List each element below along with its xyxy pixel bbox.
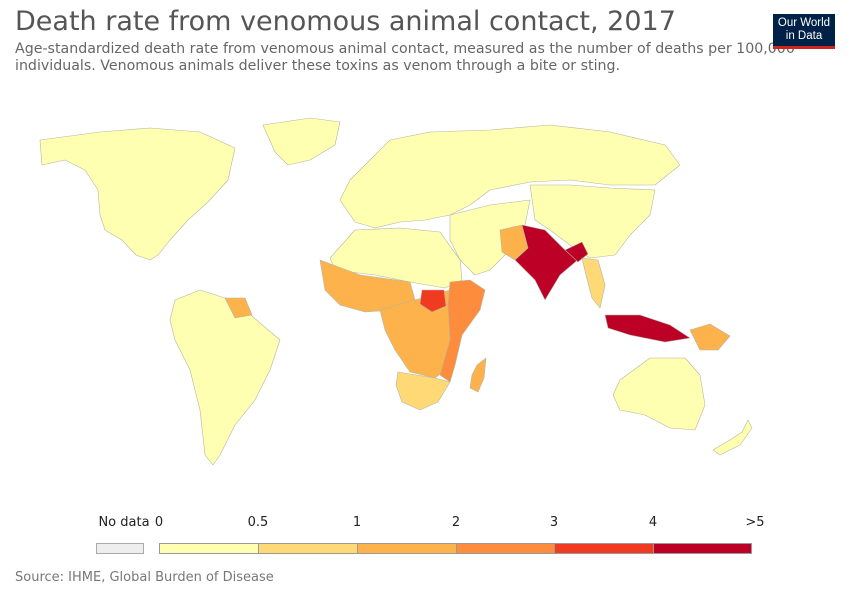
legend-tick-2: 1 bbox=[352, 515, 362, 530]
region-east-africa[interactable] bbox=[439, 279, 486, 383]
region-australia[interactable] bbox=[612, 357, 706, 431]
legend-no-data-swatch bbox=[96, 543, 144, 554]
region-europe-russia[interactable] bbox=[339, 124, 681, 229]
legend-swatch-5[interactable] bbox=[653, 543, 752, 554]
region-papua-new-guinea[interactable] bbox=[689, 323, 731, 351]
region-india[interactable] bbox=[514, 224, 581, 301]
region-southern-africa[interactable] bbox=[395, 371, 451, 411]
legend-tick-5: 4 bbox=[648, 515, 658, 530]
region-north-america[interactable] bbox=[39, 127, 236, 261]
legend-tick-4: 3 bbox=[549, 515, 559, 530]
legend-tick-6: >5 bbox=[745, 515, 765, 530]
legend-tick-1: 0.5 bbox=[247, 515, 269, 530]
region-south-sudan[interactable] bbox=[419, 289, 447, 313]
region-guyana-suriname[interactable] bbox=[224, 297, 253, 319]
region-new-zealand[interactable] bbox=[712, 419, 753, 456]
region-greenland[interactable] bbox=[262, 117, 341, 166]
region-south-america[interactable] bbox=[169, 289, 281, 466]
region-bangladesh[interactable] bbox=[564, 241, 589, 263]
legend-swatch-1[interactable] bbox=[258, 543, 357, 554]
legend-swatch-2[interactable] bbox=[357, 543, 456, 554]
legend-swatch-0[interactable] bbox=[159, 543, 258, 554]
region-southeast-asia-islands[interactable] bbox=[604, 314, 691, 343]
region-china-east-asia[interactable] bbox=[529, 184, 656, 259]
owid-logo[interactable]: Our World in Data bbox=[773, 14, 835, 49]
chart-title: Death rate from venomous animal contact,… bbox=[15, 6, 676, 37]
region-madagascar[interactable] bbox=[469, 357, 487, 393]
source-note[interactable]: Source: IHME, Global Burden of Disease bbox=[15, 570, 274, 585]
logo-line-2: in Data bbox=[785, 30, 823, 42]
chart-subtitle: Age-standardized death rate from venomou… bbox=[15, 41, 795, 74]
logo-line-1: Our World bbox=[777, 17, 831, 29]
legend-swatch-4[interactable] bbox=[554, 543, 653, 554]
legend-swatch-3[interactable] bbox=[456, 543, 554, 554]
legend-no-data-label: No data bbox=[98, 515, 150, 530]
region-myanmar-thailand[interactable] bbox=[581, 257, 606, 309]
legend-tick-0: 0 bbox=[154, 515, 164, 530]
world-map[interactable] bbox=[30, 110, 810, 490]
region-middle-east-central-asia[interactable] bbox=[449, 199, 531, 276]
legend-tick-3: 2 bbox=[451, 515, 461, 530]
